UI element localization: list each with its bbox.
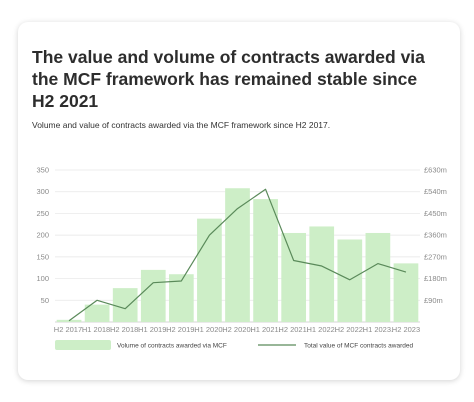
x-axis-tick-label: H1 2018. xyxy=(82,325,112,334)
bar xyxy=(140,269,166,322)
x-axis-tick-label: H1 2023. xyxy=(363,325,393,334)
x-axis-tick-label: H2 2018. xyxy=(110,325,140,334)
x-axis-tick-label: H1 2022. xyxy=(307,325,337,334)
right-axis-tick-label: £90m xyxy=(424,296,443,305)
right-axis-tick-label: £360m xyxy=(424,231,447,240)
bar xyxy=(197,218,222,322)
bar xyxy=(168,274,194,322)
bar xyxy=(281,232,307,322)
line-series xyxy=(68,188,407,322)
x-axis-tick-label: H1 2019. xyxy=(138,325,168,334)
chart-title: The value and volume of contracts awarde… xyxy=(32,47,425,111)
bar xyxy=(56,319,82,322)
bar xyxy=(337,239,363,322)
bar xyxy=(365,232,391,322)
right-axis-tick-label: £180m xyxy=(424,274,447,283)
right-axis-tick-label: £270m xyxy=(424,252,447,261)
x-axis-tick-label: H2 2021. xyxy=(278,325,308,334)
right-axis-tick-label: £630m xyxy=(424,166,447,175)
x-axis-tick-label: H2 2019. xyxy=(166,325,196,334)
left-axis-tick-label: 150 xyxy=(36,252,49,261)
x-axis-tick-label: H1 2020. xyxy=(194,325,224,334)
x-axis-tick-label: H2 2020. xyxy=(222,325,252,334)
right-axis-ticks: £90m £180m £270m £360m £450m £540m £630m xyxy=(424,166,447,305)
x-axis-tick-label: H2 2017. xyxy=(54,325,84,334)
x-axis-tick-label: H1 2021. xyxy=(250,325,280,334)
bar-series xyxy=(56,188,419,322)
x-axis-tick-label: H2 2023 xyxy=(392,325,420,334)
series-line xyxy=(68,188,407,322)
chart-subtitle: Volume and value of contracts awarded vi… xyxy=(32,120,331,130)
bar xyxy=(253,199,278,322)
right-axis-tick-label: £450m xyxy=(424,209,447,218)
legend-bar-swatch xyxy=(55,340,111,350)
x-axis-tick-label: H2 2022. xyxy=(335,325,365,334)
bar xyxy=(309,226,335,322)
legend-line-label: Total value of MCF contracts awarded xyxy=(304,343,413,350)
bar xyxy=(112,288,138,322)
legend: Volume of contracts awarded via MCF Total… xyxy=(55,340,413,350)
bar xyxy=(225,188,250,322)
left-axis-tick-label: 200 xyxy=(36,231,49,240)
right-axis-tick-label: £540m xyxy=(424,187,447,196)
left-axis-tick-label: 250 xyxy=(36,209,49,218)
left-axis-tick-label: 100 xyxy=(36,274,49,283)
left-axis-tick-label: 50 xyxy=(41,296,49,305)
bar xyxy=(84,304,110,322)
bar xyxy=(393,263,419,322)
legend-bar-label: Volume of contracts awarded via MCF xyxy=(117,343,227,350)
left-axis-ticks: 50 100 150 200 250 300 350 xyxy=(36,166,49,305)
left-axis-tick-label: 300 xyxy=(36,187,49,196)
left-axis-tick-label: 350 xyxy=(36,166,49,175)
x-axis-ticks: H2 2017.H1 2018.H2 2018.H1 2019.H2 2019.… xyxy=(54,325,420,334)
